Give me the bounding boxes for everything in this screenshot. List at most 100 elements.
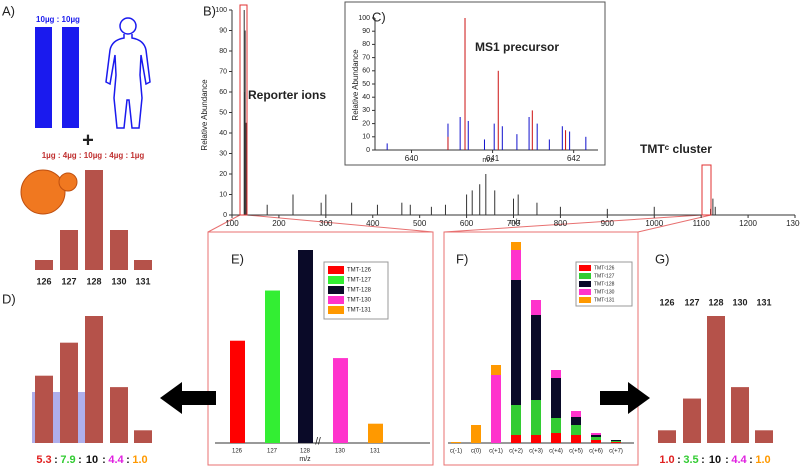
value-label: 3.5 <box>683 454 698 466</box>
category-label: c(-1) <box>450 449 462 455</box>
y-tick-label: 20 <box>219 171 227 178</box>
separator: : <box>749 454 753 466</box>
y-tick-label: 90 <box>219 27 227 34</box>
x-tick-label: 642 <box>567 154 581 163</box>
bar-segment <box>571 425 581 435</box>
category-label: c(+2) <box>509 449 523 455</box>
highlight-box <box>239 4 248 216</box>
axis-break: // <box>315 437 321 448</box>
x-tick-label: 600 <box>460 219 474 228</box>
category-label: 128 <box>708 297 723 307</box>
x-tick-label: 1100 <box>693 219 711 228</box>
y-tick-label: 70 <box>219 68 227 75</box>
bar-segment <box>551 370 561 378</box>
panel-label: D) <box>2 291 16 306</box>
y-tick-label: 60 <box>219 89 227 96</box>
y-tick-label: 30 <box>362 107 370 114</box>
blob <box>58 172 78 192</box>
y-tick-label: 20 <box>362 120 370 127</box>
bar-segment <box>591 437 601 440</box>
value-label: 4.4 <box>108 454 124 466</box>
legend-label: TMT-130 <box>347 298 372 304</box>
category-label: c(+1) <box>489 449 503 455</box>
category-label: 128 <box>300 449 311 455</box>
bar-segment <box>511 250 521 280</box>
category-label: 126 <box>659 297 674 307</box>
x-tick-label: 1200 <box>739 219 757 228</box>
legend-swatch <box>328 266 344 274</box>
bar-segment <box>571 417 581 425</box>
category-label: c(+4) <box>549 449 563 455</box>
panel-label: F) <box>456 251 468 266</box>
y-tick-label: 90 <box>362 28 370 35</box>
bar-segment <box>611 441 621 442</box>
bar <box>298 250 313 443</box>
annotation: Reporter ions <box>248 88 326 102</box>
bar-segment <box>511 435 521 443</box>
value-label: 4.4 <box>731 454 747 466</box>
bar-segment <box>491 375 501 443</box>
legend-label: TMT-128 <box>347 288 372 294</box>
bar <box>230 340 245 443</box>
bar-segment <box>531 315 541 400</box>
x-tick-label: 100 <box>225 219 239 228</box>
legend-label: TMTᶜ131 <box>594 297 615 303</box>
y-tick-label: 10 <box>362 134 370 141</box>
plus: + <box>82 129 94 151</box>
x-tick-label: 900 <box>601 219 615 228</box>
bar <box>333 358 348 443</box>
category-label: 131 <box>370 449 381 455</box>
inset-frame <box>344 1 606 166</box>
sample-bar <box>35 27 52 128</box>
bar-segment <box>551 378 561 418</box>
bar-segment <box>511 242 521 250</box>
bar <box>110 230 128 270</box>
y-tick-label: 50 <box>219 109 227 116</box>
category-label: 130 <box>111 276 126 286</box>
x-axis-label: m/z <box>482 157 494 164</box>
bar <box>368 423 383 443</box>
legend-swatch <box>579 273 591 279</box>
y-tick-label: 80 <box>219 48 227 55</box>
value-label: 10 <box>709 454 721 466</box>
category-label: 126 <box>36 276 51 286</box>
bar-segment <box>611 442 621 443</box>
bar-segment <box>571 411 581 417</box>
category-label: c(+3) <box>529 449 543 455</box>
legend-swatch <box>579 289 591 295</box>
legend-label: TMT-126 <box>347 268 372 274</box>
legend-swatch <box>579 265 591 271</box>
zoom-lines <box>207 214 712 233</box>
category-label: 131 <box>756 297 771 307</box>
y-tick-label: 100 <box>215 7 227 14</box>
bar <box>134 260 152 270</box>
bar <box>707 316 725 443</box>
panel-label: A) <box>2 3 15 18</box>
bar <box>60 230 78 270</box>
category-label: 128 <box>86 276 101 286</box>
category-label: 130 <box>732 297 747 307</box>
separator: : <box>701 454 705 466</box>
bar <box>60 342 78 443</box>
y-tick-label: 50 <box>362 81 370 88</box>
legend-label: TMTᶜ127 <box>594 273 615 279</box>
x-tick-label: 300 <box>319 219 333 228</box>
bar <box>134 430 152 443</box>
bar <box>755 430 773 443</box>
bar-segment <box>511 405 521 435</box>
value-label: 1.0 <box>755 454 770 466</box>
bar-segment <box>511 280 521 405</box>
legend-swatch <box>328 276 344 284</box>
legend-label: TMTᶜ126 <box>594 265 615 271</box>
bar <box>85 170 103 270</box>
bar-segment <box>571 435 581 443</box>
y-tick-label: 60 <box>362 68 370 75</box>
value-label: 10 <box>86 454 98 466</box>
bar <box>35 260 53 270</box>
x-tick-label: 1000 <box>645 219 663 228</box>
panel-label: E) <box>231 251 244 266</box>
y-tick-label: 100 <box>358 15 370 22</box>
x-tick-label: 641 <box>486 154 500 163</box>
